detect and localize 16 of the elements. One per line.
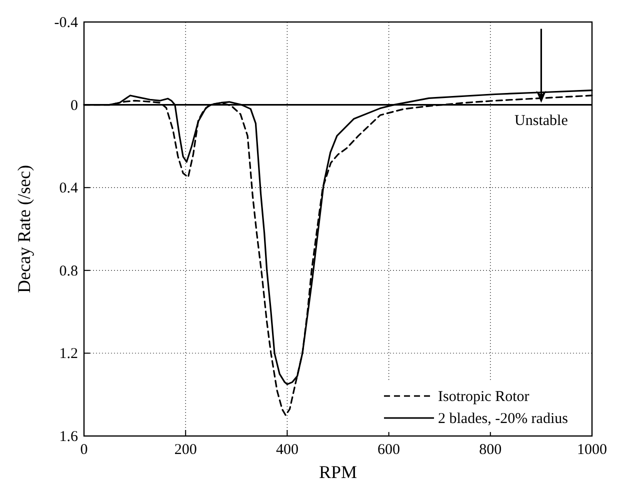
y-axis-title: Decay Rate (/sec) — [14, 165, 34, 293]
x-tick-label: 200 — [174, 442, 197, 458]
x-tick-label: 800 — [479, 442, 502, 458]
annotation: Unstable — [514, 112, 568, 129]
legend-label: 2 blades, -20% radius — [438, 411, 568, 427]
y-tick-label: 0 — [70, 98, 78, 114]
x-tick-label: 400 — [276, 442, 298, 458]
y-tick-label: 1.6 — [59, 429, 78, 445]
legend-label: Isotropic Rotor — [438, 389, 530, 405]
y-tick-label: 1.2 — [59, 346, 78, 362]
y-tick-label: 0.4 — [59, 180, 78, 197]
x-tick-label: 1000 — [577, 442, 607, 458]
x-tick-label: 600 — [378, 442, 400, 458]
y-tick-label: -0.4 — [54, 15, 78, 31]
x-axis-title: RPM — [318, 462, 358, 482]
y-tick-label: 0.8 — [59, 263, 78, 280]
